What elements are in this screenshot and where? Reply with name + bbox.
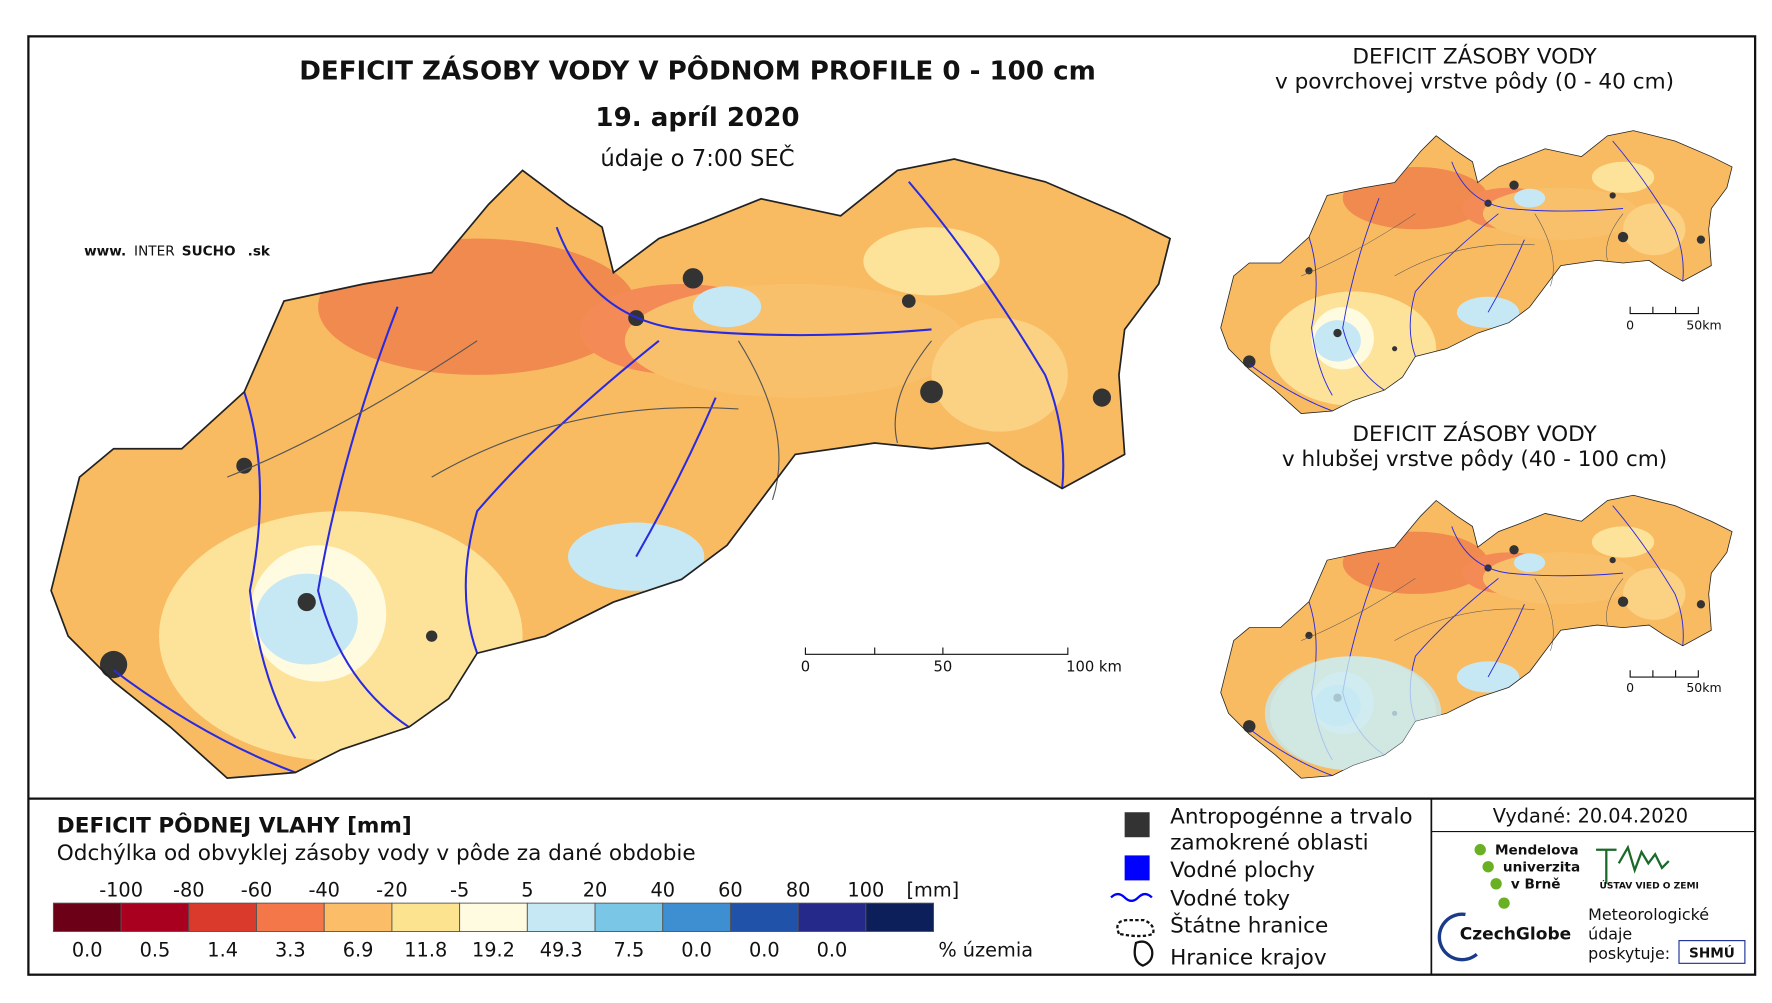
credits: Mendelova univerzita v Brně CzechGlobe Ú… (1437, 842, 1746, 964)
legend-threshold: 60 (718, 878, 743, 901)
symbol-label: Vodné toky (1170, 886, 1290, 911)
symbol-label: Vodné plochy (1170, 858, 1315, 883)
legend-threshold: -20 (376, 878, 408, 901)
time-note: údaje o 7:00 SEČ (600, 144, 794, 172)
scale-bar (804, 647, 1069, 655)
scale-label: 0 (1626, 317, 1634, 332)
legend-subtitle: Odchýlka od obvyklej zásoby vody v pôde … (57, 841, 696, 866)
credit-text: univerzita (1503, 859, 1580, 875)
legend-share: 7.5 (614, 939, 645, 962)
scale-bar (1629, 670, 1699, 678)
symbol-state-border (1116, 919, 1155, 938)
legend-swatch (797, 902, 867, 932)
credit-text: Meteorologické (1588, 905, 1709, 924)
legend-threshold: -40 (308, 878, 340, 901)
website-part: SUCHO (182, 244, 236, 260)
scale-label: 50km (1686, 317, 1721, 332)
symbol-region-border (1133, 940, 1154, 967)
legend-threshold: 80 (786, 878, 811, 901)
issued: Vydané: 20.04.2020 (1493, 804, 1688, 827)
legend-unit: [mm] (907, 878, 960, 901)
legend-threshold: -60 (241, 878, 273, 901)
legend-title: DEFICIT PÔDNEJ VLAHY [mm] (57, 813, 412, 839)
legend-swatch (594, 902, 664, 932)
scale-label: 0 (1626, 680, 1634, 695)
legend-threshold: 5 (521, 878, 533, 901)
title: DEFICIT ZÁSOBY VODY V PÔDNOM PROFILE 0 -… (299, 55, 1096, 87)
scale-label: 0 (801, 658, 810, 675)
legend-share: 49.3 (540, 939, 583, 962)
legend-threshold: 40 (650, 878, 675, 901)
legend-swatch (120, 902, 190, 932)
legend-share: 3.3 (275, 939, 306, 962)
legend-threshold: -5 (450, 878, 469, 901)
legend-swatch (391, 902, 461, 932)
legend-share-label: % územia (938, 939, 1033, 962)
legend-swatch (188, 902, 257, 932)
legend-threshold: -80 (173, 878, 205, 901)
credit-text: SHMÚ (1689, 944, 1735, 962)
credit-text: Mendelova (1495, 842, 1579, 858)
inset-subtitle: v hlubšej vrstve pôdy (40 - 100 cm) (1282, 447, 1667, 472)
legend-share: 19.2 (472, 939, 515, 962)
sheet: DEFICIT ZÁSOBY VODY V PÔDNOM PROFILE 0 -… (27, 35, 1757, 976)
scale-bar (1629, 306, 1699, 315)
symbol-river (1110, 892, 1153, 902)
legend-swatch (323, 902, 393, 932)
symbol-anthropogenic (1124, 812, 1150, 838)
legend-swatch (459, 902, 528, 932)
scale-label: 50km (1686, 680, 1721, 695)
credit-text: CzechGlobe (1460, 924, 1571, 944)
credit-text: údaje (1588, 924, 1632, 943)
legend-swatch (52, 902, 122, 932)
website-part: www. (84, 244, 126, 260)
scale-label: 100 km (1066, 658, 1122, 675)
legend-share: 0.0 (681, 939, 712, 962)
legend-threshold: -100 (99, 878, 143, 901)
legend-share: 0.5 (140, 939, 171, 962)
inset-title: DEFICIT ZÁSOBY VODY (1352, 44, 1597, 70)
legend-threshold: 20 (583, 878, 608, 901)
symbol-label: Antropogénne a trvalo (1170, 805, 1412, 830)
website: www. INTER SUCHO .sk (84, 244, 271, 260)
legend-threshold: 100 (847, 878, 884, 901)
legend-share: 0.0 (72, 939, 103, 962)
credit-text: poskytuje: (1588, 944, 1670, 963)
website-part: INTER (134, 244, 175, 260)
inset-title: DEFICIT ZÁSOBY VODY (1352, 421, 1597, 447)
legend-share: 0.0 (817, 939, 848, 962)
legend-swatch (662, 902, 731, 932)
website-part: .sk (248, 244, 271, 260)
legend-share: 0.0 (749, 939, 780, 962)
symbol-label: Hranice krajov (1170, 945, 1327, 970)
legend-swatch (256, 902, 325, 932)
inset-subtitle: v povrchovej vrstve pôdy (0 - 40 cm) (1275, 70, 1674, 95)
scale-label: 50 (933, 658, 952, 675)
symbol-label: zamokrené oblasti (1170, 831, 1369, 856)
credit-text: v Brně (1511, 876, 1561, 892)
date: 19. apríl 2020 (595, 103, 799, 133)
legend-swatch (729, 902, 799, 932)
legend-share: 11.8 (404, 939, 447, 962)
legend-scale: -100 -80 -60 -40 -20 -5 5 20 40 60 80 100 0.0 0.5 1.4 3… (52, 878, 935, 962)
credit-text: ÚSTAV VIED O ZEMI (1599, 879, 1698, 891)
symbol-label: Štátne hranice (1170, 913, 1328, 939)
legend-swatch (526, 902, 596, 932)
legend-share: 1.4 (207, 939, 238, 962)
legend-share: 6.9 (343, 939, 374, 962)
symbol-water (1124, 855, 1150, 881)
legend-swatch (865, 902, 935, 932)
inset-map (1221, 495, 1732, 778)
